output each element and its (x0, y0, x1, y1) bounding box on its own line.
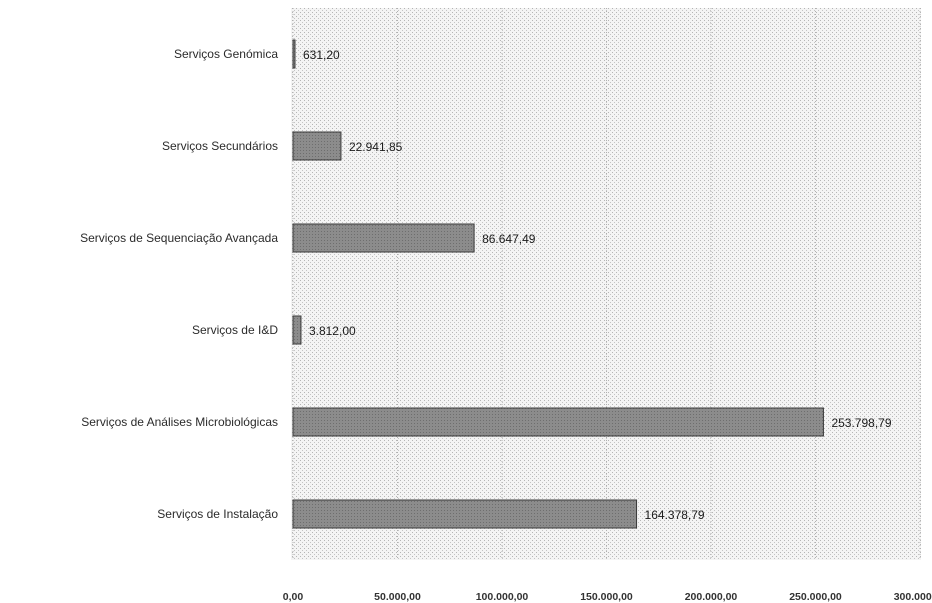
value-label: 86.647,49 (482, 232, 536, 246)
category-label: Serviços de I&D (192, 323, 278, 337)
bar (292, 499, 638, 529)
value-label: 164.378,79 (645, 508, 705, 522)
gridlines (292, 8, 921, 560)
bar (292, 131, 342, 161)
value-label: 22.941,85 (349, 140, 403, 154)
value-label: 3.812,00 (309, 324, 356, 338)
bar (292, 407, 824, 437)
category-label: Serviços de Análises Microbiológicas (81, 415, 278, 429)
x-tick-label: 300.000,00 (894, 591, 932, 603)
x-tick-label: 250.000,00 (789, 591, 842, 603)
value-label: 631,20 (303, 48, 340, 62)
category-label: Serviços Genómica (174, 47, 278, 61)
category-label: Serviços Secundários (162, 139, 278, 153)
bar (292, 39, 296, 69)
category-labels: Serviços Genómica Serviços Secundários Ser… (80, 47, 278, 521)
value-labels: 631,20 22.941,85 86.647,49 3.812,00 253.798,… (303, 48, 892, 522)
x-tick-label: 0,00 (283, 591, 304, 603)
category-label: Serviços de Sequenciação Avançada (80, 231, 278, 245)
x-tick-label: 150.000,00 (580, 591, 633, 603)
bar (292, 315, 302, 345)
x-tick-label: 100.000,00 (476, 591, 529, 603)
bar (292, 223, 475, 253)
x-axis-tick-labels: 0,00 50.000,00 100.000,00 150.000,00 200.000… (283, 591, 932, 603)
category-label: Serviços de Instalação (157, 507, 278, 521)
value-label: 253.798,79 (831, 416, 891, 430)
x-tick-label: 50.000,00 (374, 591, 421, 603)
bars (292, 39, 824, 529)
x-tick-label: 200.000,00 (685, 591, 738, 603)
